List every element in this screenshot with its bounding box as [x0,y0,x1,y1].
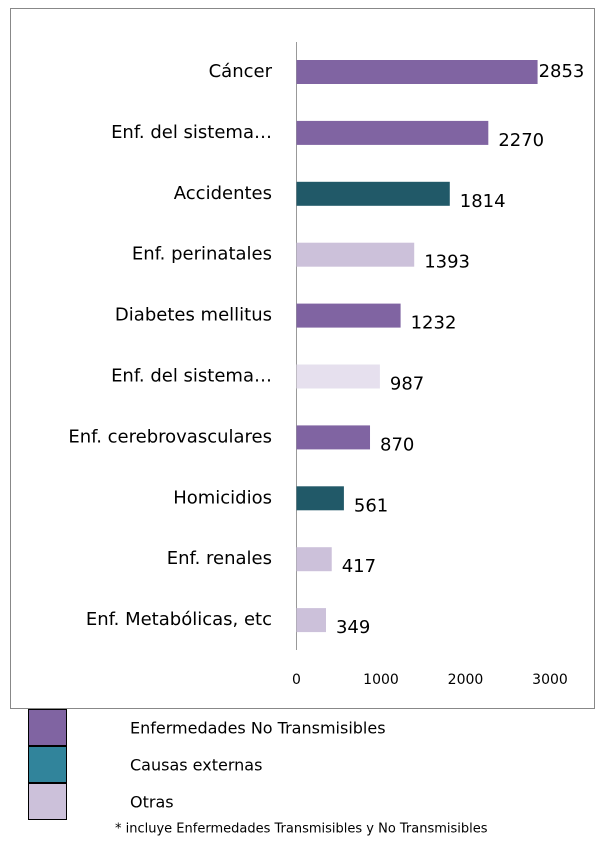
bar [296,486,344,511]
value-label: 2853 [539,61,585,82]
y-tick-label: Enf. renales [167,548,272,569]
x-tick-label: 3000 [532,672,568,688]
bar [296,364,380,389]
y-tick-label: Enf. del sistema… [111,366,272,387]
value-label: 1232 [411,313,457,334]
y-tick-label: Enf. Metabólicas, etc [86,609,272,630]
y-tick-label: Enf. cerebrovasculares [68,426,272,447]
bar [296,425,371,450]
value-label: 349 [336,617,370,638]
y-tick-label: Homicidios [173,487,272,508]
y-tick-label: Accidentes [174,183,272,204]
value-label: 1814 [460,191,506,212]
value-label: 2270 [498,130,544,151]
legend-swatch [28,783,67,820]
y-tick-label: Cáncer [209,61,273,82]
bar [296,120,489,145]
bar [296,242,415,267]
x-tick-label: 2000 [448,672,484,688]
bar [296,60,538,84]
y-tick-label: Enf. perinatales [132,244,272,265]
chart-frame [10,8,595,709]
legend-swatch [28,746,67,783]
value-label: 561 [354,495,388,516]
value-label: 417 [342,556,376,577]
legend-label: Causas externas [130,756,262,775]
legend-swatch [28,709,67,746]
bar [296,547,332,572]
x-tick-label: 0 [292,672,301,688]
footnote: * incluye Enfermedades Transmisibles y N… [115,822,488,837]
legend-label: Otras [130,793,174,812]
y-tick-label: Enf. del sistema… [111,122,272,143]
value-label: 1393 [424,252,470,273]
bar [296,608,326,633]
x-tick-label: 1000 [363,672,399,688]
legend-label: Enfermedades No Transmisibles [130,719,386,738]
value-label: 870 [380,434,414,455]
bar [296,303,401,328]
value-label: 987 [390,374,424,395]
bar [296,181,450,206]
y-tick-label: Diabetes mellitus [115,305,272,326]
